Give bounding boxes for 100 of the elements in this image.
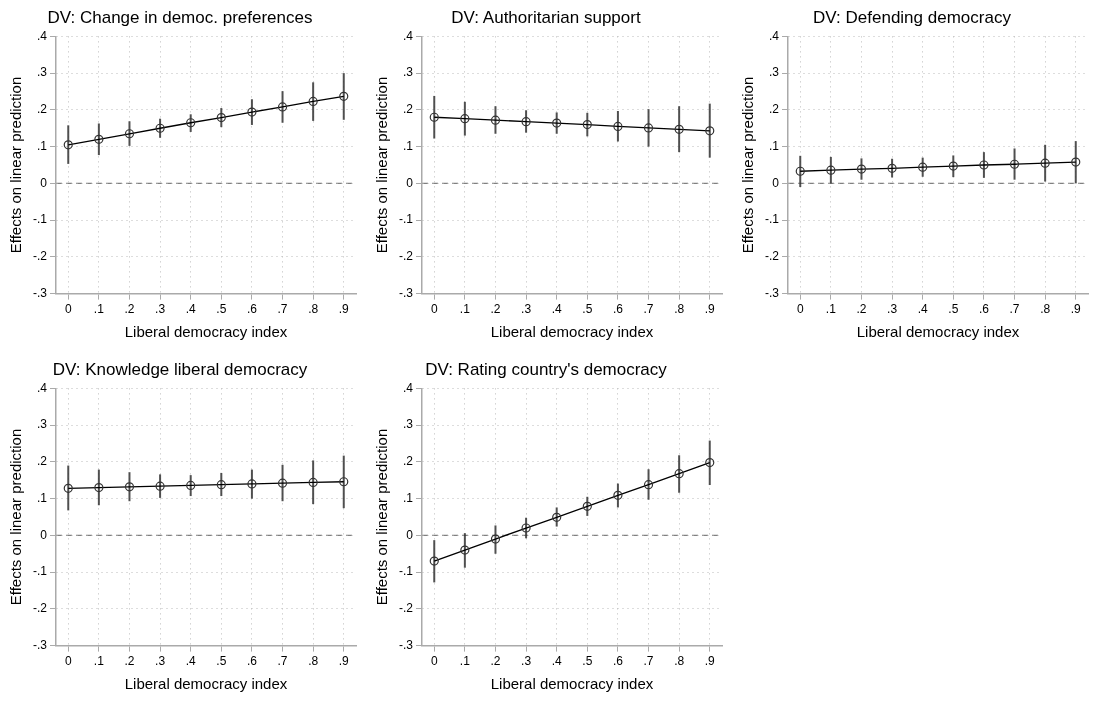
y-tick-label: .1: [36, 138, 48, 153]
x-tick-label: .1: [459, 654, 471, 669]
x-tick-label: .9: [338, 302, 350, 317]
y-tick-label: -.2: [398, 249, 414, 264]
y-tick-label: -.2: [764, 249, 780, 264]
x-tick-label: .6: [246, 654, 258, 669]
x-tick-label: .6: [246, 302, 258, 317]
x-tick-label: .6: [612, 654, 624, 669]
point: [856, 164, 867, 174]
y-tick-label: 0: [406, 527, 414, 542]
point: [339, 477, 349, 487]
x-tick-label: .2: [124, 302, 135, 317]
x-tick-label: .5: [582, 302, 593, 317]
y-tick-label: 0: [406, 175, 414, 190]
y-tick-label: -.1: [764, 212, 780, 227]
point: [339, 91, 349, 101]
chart-title: DV: Rating country's democracy: [425, 359, 668, 379]
x-tick-label: .8: [308, 654, 319, 669]
x-tick-label: .2: [124, 654, 135, 669]
y-tick-label: -.1: [398, 564, 414, 579]
x-tick-label: .8: [1040, 302, 1051, 317]
y-tick-label: 0: [40, 175, 48, 190]
point: [552, 512, 562, 522]
y-tick-label: .4: [402, 28, 414, 43]
y-axis-title: Effects on linear prediction: [373, 428, 391, 606]
y-tick-label: .1: [402, 490, 414, 505]
point: [1040, 158, 1050, 168]
y-tick-label: -.1: [32, 212, 48, 227]
point: [186, 480, 196, 490]
x-tick-label: .8: [674, 302, 685, 317]
point: [979, 160, 989, 170]
y-axis-title: Effects on linear prediction: [7, 428, 25, 606]
point: [674, 469, 684, 479]
x-tick-label: .1: [825, 302, 837, 317]
x-tick-label: .9: [704, 654, 716, 669]
point: [521, 523, 531, 533]
y-tick-label: .2: [36, 454, 48, 469]
point: [216, 480, 226, 490]
chart-title: DV: Authoritarian support: [451, 7, 641, 27]
point: [1009, 159, 1020, 169]
x-tick-label: .4: [185, 654, 197, 669]
y-tick-label: -.3: [32, 637, 48, 652]
x-tick-label: 0: [64, 302, 72, 317]
point: [460, 114, 470, 124]
x-tick-label: .4: [551, 654, 563, 669]
chart-title: DV: Change in democ. preferences: [47, 7, 313, 27]
x-tick-label: .2: [490, 302, 501, 317]
point: [63, 140, 73, 150]
x-tick-label: .1: [459, 302, 471, 317]
x-tick-label: .5: [948, 302, 959, 317]
x-axis-title: Liberal democracy index: [856, 323, 1020, 341]
point: [582, 119, 592, 130]
point: [613, 490, 623, 500]
x-tick-label: .7: [1009, 302, 1020, 317]
x-tick-label: .6: [978, 302, 990, 317]
point: [705, 458, 715, 468]
point: [705, 126, 715, 136]
point: [429, 112, 439, 122]
y-tick-label: .3: [36, 417, 48, 432]
point: [124, 482, 135, 492]
point: [94, 483, 104, 493]
y-tick-label: -.3: [398, 637, 414, 652]
y-tick-label: -.2: [398, 601, 414, 616]
x-tick-label: .7: [277, 654, 288, 669]
x-tick-label: .5: [582, 654, 593, 669]
point: [674, 124, 684, 134]
x-tick-label: .9: [704, 302, 716, 317]
point: [186, 118, 196, 128]
y-tick-label: .1: [402, 138, 414, 153]
x-tick-label: .7: [643, 654, 654, 669]
point: [308, 477, 318, 488]
x-axis-title: Liberal democracy index: [490, 323, 654, 341]
y-tick-label: -.2: [32, 601, 48, 616]
y-tick-label: .3: [402, 65, 414, 80]
point: [124, 129, 135, 139]
x-tick-label: .8: [674, 654, 685, 669]
y-tick-label: .4: [36, 28, 48, 43]
x-tick-label: .4: [551, 302, 563, 317]
point: [521, 117, 531, 127]
point: [63, 483, 73, 493]
y-tick-label: .2: [402, 102, 414, 117]
x-tick-label: .7: [277, 302, 288, 317]
y-tick-label: .1: [36, 490, 48, 505]
x-tick-label: .5: [216, 302, 227, 317]
point: [277, 478, 288, 488]
point: [552, 118, 562, 128]
x-tick-label: 0: [64, 654, 72, 669]
point: [887, 163, 897, 173]
point: [948, 161, 958, 171]
y-axis-title: Effects on linear prediction: [739, 76, 757, 254]
x-tick-label: .2: [490, 654, 501, 669]
x-tick-label: .3: [521, 654, 532, 669]
y-tick-label: .2: [768, 102, 780, 117]
x-axis-title: Liberal democracy index: [124, 323, 288, 341]
y-tick-label: -.3: [398, 285, 414, 300]
point: [308, 96, 318, 107]
point: [460, 545, 470, 555]
x-tick-label: 0: [430, 302, 438, 317]
point: [155, 123, 165, 133]
x-tick-label: .4: [185, 302, 197, 317]
